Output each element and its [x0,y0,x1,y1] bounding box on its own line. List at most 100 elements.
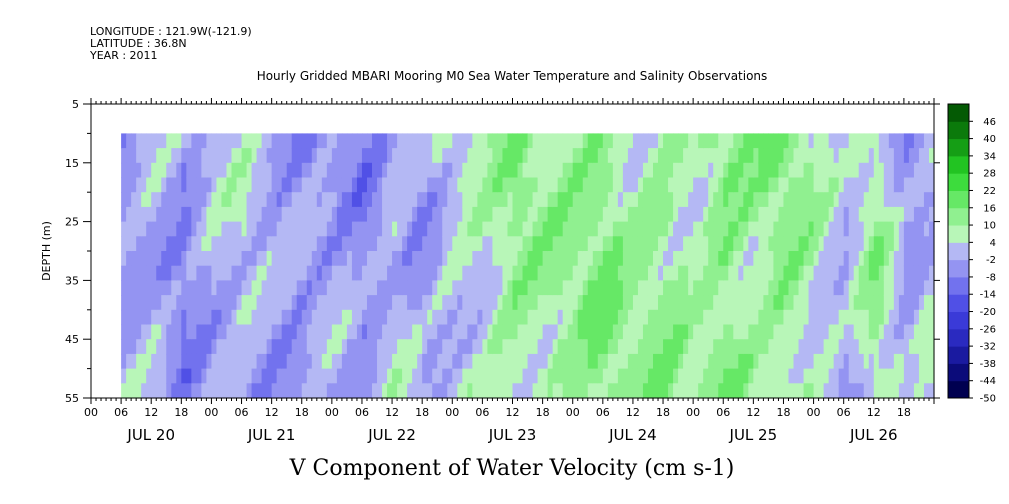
heat-cell [346,295,353,311]
heat-cell [853,133,860,149]
heat-cell [512,133,519,149]
heat-cell [316,162,323,179]
heat-cell [738,339,744,355]
heat-cell [392,192,398,208]
heat-cell [472,251,478,267]
heat-cell [733,383,739,399]
heat-cell [758,353,764,370]
heat-cell [718,309,724,326]
heat-cell [377,368,383,384]
hour-tick-label: 12 [746,406,760,419]
heat-cell [512,280,519,296]
heat-cell [166,177,172,193]
heat-cell [858,383,865,399]
heat-cell [733,236,739,252]
heat-cell [331,192,338,208]
heat-cell [156,339,162,355]
heat-cell [898,339,905,355]
heat-cell [226,221,233,237]
heat-cell [773,177,780,193]
heat-cell [753,353,759,370]
heat-cell [658,353,664,370]
heat-cell [356,251,363,267]
heat-cell [642,309,649,326]
heat-cell [868,309,875,326]
heat-cell [427,162,433,179]
heat-cell [637,162,644,179]
heat-cell [733,133,739,149]
heat-cell [542,309,549,326]
heat-cell [412,162,418,179]
heat-cell [412,148,418,164]
day-tick-label: JUL 26 [849,426,898,444]
heat-cell [602,177,609,193]
heat-cell [622,383,629,399]
colorbar-swatch [948,225,969,243]
heat-cell [442,368,448,384]
heat-cell [587,162,594,179]
heat-cell [627,368,634,384]
heat-cell [668,383,674,399]
heat-cell [467,177,473,193]
heat-cell [863,148,870,164]
heat-cell [492,236,499,252]
heat-cell [246,148,253,164]
heat-cell [141,339,147,355]
heat-cell [632,324,639,340]
heat-cell [688,324,694,340]
heat-cell [838,295,845,311]
heat-cell [261,133,268,149]
heat-cell [627,162,634,179]
heat-cell [708,148,714,164]
heat-cell [683,324,689,340]
heat-cell [326,162,333,179]
heat-cell [136,251,142,267]
heat-cell [678,309,684,326]
heat-cell [422,177,428,193]
heat-cell [467,353,473,370]
heat-cell [632,221,639,237]
heat-cell [698,251,704,267]
heat-cell [773,133,780,149]
heat-cell [311,339,318,355]
heat-cell [311,324,318,340]
heat-cell [622,177,629,193]
heat-cell [171,368,177,384]
heat-cell [251,177,258,193]
heat-cell [843,192,850,208]
heat-cell [828,162,835,179]
heat-cell [647,221,654,237]
heat-cell [171,148,177,164]
heat-cell [693,309,699,326]
heat-cell [532,206,539,223]
heat-cell [728,236,734,252]
heat-cell [858,368,865,384]
heat-cell [251,265,258,281]
heat-cell [231,148,238,164]
heat-cell [417,192,423,208]
heat-cell [131,192,137,208]
heat-cell [923,295,930,311]
heat-cell [276,368,283,384]
heat-cell [126,221,132,237]
heat-cell [281,339,288,355]
heat-cell [126,206,132,223]
heat-cell [713,251,719,267]
heat-cell [306,177,313,193]
heat-cell [527,221,534,237]
heat-cell [788,383,795,399]
heat-cell [763,353,770,370]
heat-cell [658,177,664,193]
heat-cell [658,162,664,179]
heat-cell [532,192,539,208]
heat-cell [703,383,709,399]
heat-cell [151,221,157,237]
heat-cell [326,221,333,237]
heat-cell [873,353,880,370]
heat-cell [763,206,770,223]
heat-cell [527,236,534,252]
heat-cell [331,206,338,223]
heat-cell [341,148,348,164]
heat-cell [567,206,574,223]
heat-cell [281,162,288,179]
